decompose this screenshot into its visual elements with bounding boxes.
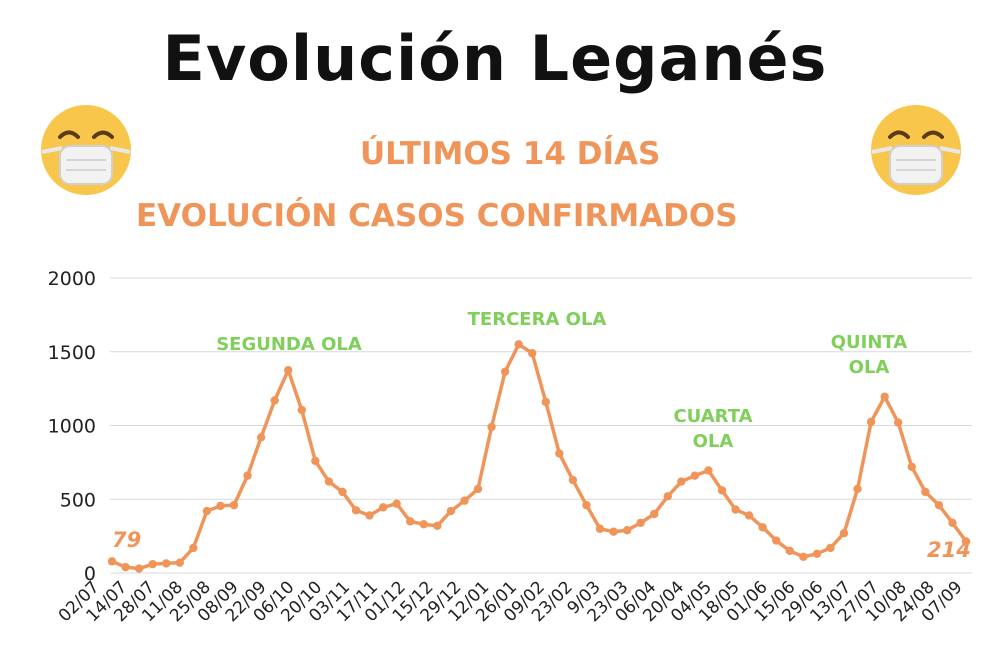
data-point [853, 484, 862, 494]
data-point [812, 549, 822, 559]
data-point [229, 500, 239, 510]
data-point [324, 477, 334, 486]
wave-annotation-label: SEGUNDA OLA [216, 334, 362, 355]
data-point [311, 456, 320, 466]
wave-annotations: SEGUNDA OLA TERCERA OLA CUARTA OLA QUINTA OLA [216, 309, 907, 452]
data-point [785, 546, 794, 556]
data-point [948, 518, 957, 528]
y-tick-label: 0 [84, 563, 96, 585]
data-point [351, 506, 361, 515]
wave-annotation-label: OLA [693, 431, 734, 452]
face-with-mask-icon-right [871, 105, 961, 195]
data-point [758, 523, 767, 532]
data-point [514, 340, 523, 349]
data-point [663, 492, 672, 501]
data-point [419, 520, 428, 529]
data-point [175, 558, 184, 567]
subtitle-confirmed-cases: EVOLUCIÓN CASOS CONFIRMADOS [136, 198, 738, 234]
data-point [216, 501, 225, 511]
data-point [338, 487, 347, 497]
data-point [961, 537, 971, 546]
data-point [622, 526, 632, 535]
data-point [744, 511, 754, 520]
data-point [636, 518, 645, 528]
data-point [134, 564, 144, 573]
data-point [866, 417, 876, 427]
data-point [148, 559, 157, 569]
data-point [907, 462, 916, 471]
data-point [595, 524, 605, 533]
series-points [107, 340, 971, 573]
data-point [731, 505, 740, 514]
data-point [677, 477, 686, 486]
y-tick-label: 1000 [48, 416, 96, 438]
data-point [894, 418, 903, 427]
data-point [121, 562, 130, 572]
data-point [433, 521, 442, 530]
data-point [162, 559, 171, 568]
data-point [826, 543, 835, 553]
series-line-path [111, 342, 968, 571]
data-point [582, 500, 591, 510]
data-point [256, 433, 266, 442]
data-point [528, 349, 537, 358]
wave-annotation-label: TERCERA OLA [468, 309, 607, 330]
data-point [568, 475, 578, 485]
first-value-label: 79 [112, 528, 141, 552]
y-tick-label: 500 [60, 489, 96, 511]
data-point [799, 552, 808, 561]
data-point [446, 506, 456, 516]
data-point [297, 405, 306, 415]
y-tick-label: 2000 [48, 268, 96, 290]
data-point [202, 506, 212, 516]
data-point [500, 367, 510, 376]
face-with-mask-icon-left [41, 105, 131, 195]
last-value-label: 214 [927, 538, 971, 562]
data-point [107, 557, 117, 566]
data-point [460, 496, 469, 505]
data-point [704, 466, 713, 475]
gridlines [110, 277, 972, 574]
value-labels: 79 214 [112, 528, 971, 562]
data-point [365, 511, 374, 520]
data-point [487, 422, 496, 432]
data-point [189, 543, 198, 553]
data-point [392, 499, 401, 508]
data-point [378, 503, 388, 512]
series-line [111, 342, 968, 571]
data-point [406, 517, 415, 526]
data-point [609, 527, 618, 536]
data-point [717, 486, 727, 495]
data-point [880, 392, 889, 401]
data-point [650, 509, 659, 519]
data-point [772, 536, 781, 545]
page-title: Evolución Leganés [162, 22, 828, 95]
subtitle-last-14-days: ÚLTIMOS 14 DÍAS [360, 136, 661, 172]
y-axis-ticks: 0 500 1000 1500 2000 [48, 268, 96, 585]
data-point [839, 528, 849, 538]
data-point [243, 471, 252, 480]
wave-annotation-label: CUARTA [673, 406, 752, 427]
data-point [934, 500, 944, 510]
data-point [284, 365, 293, 375]
data-point [473, 484, 483, 494]
wave-annotation-label: OLA [849, 357, 890, 378]
data-point [555, 449, 564, 458]
data-point [541, 397, 550, 407]
data-point [690, 471, 700, 480]
x-axis-ticks: 02/0714/0728/0711/0825/0808/0922/0906/10… [55, 577, 967, 626]
data-point [270, 396, 279, 405]
wave-annotation-label: QUINTA [831, 332, 908, 353]
data-point [921, 487, 930, 497]
y-tick-label: 1500 [48, 342, 96, 364]
